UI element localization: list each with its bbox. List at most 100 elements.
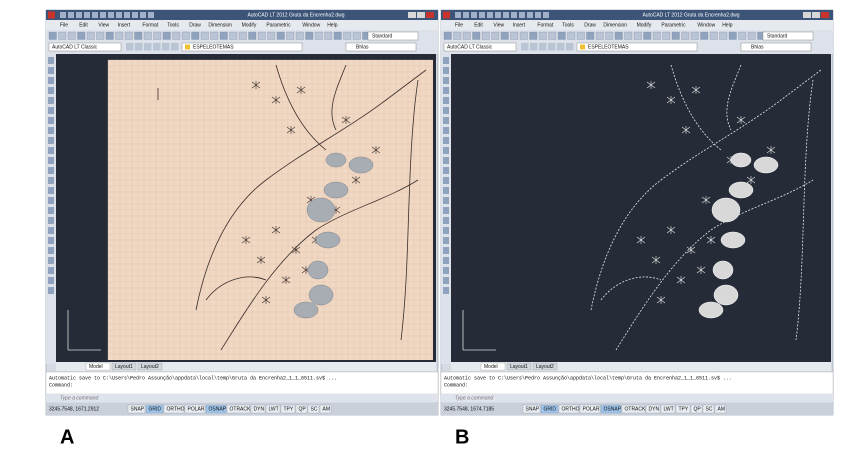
layer-button[interactable] xyxy=(530,43,538,51)
draw-tool[interactable] xyxy=(443,167,449,174)
toolbar-button[interactable] xyxy=(105,31,114,40)
draw-tool[interactable] xyxy=(443,147,449,154)
draw-tool[interactable] xyxy=(443,257,449,264)
toolbar-button[interactable] xyxy=(229,31,238,40)
status-toggle-label[interactable]: OSNAP xyxy=(604,406,622,412)
menu-item[interactable]: Dimension xyxy=(603,22,627,28)
quick-access-button[interactable] xyxy=(124,12,130,18)
status-toggle[interactable] xyxy=(265,404,281,414)
toolbar-button[interactable] xyxy=(191,31,200,40)
toolbar-button[interactable] xyxy=(567,31,576,40)
status-toggle-label[interactable]: DYN xyxy=(649,406,660,412)
status-toggle[interactable] xyxy=(540,404,559,414)
draw-tool[interactable] xyxy=(48,237,54,244)
toolbar-button[interactable] xyxy=(605,31,614,40)
status-toggle-label[interactable]: AM xyxy=(323,406,331,412)
menu-item[interactable]: View xyxy=(98,22,109,28)
toolbar-button[interactable] xyxy=(238,31,247,40)
draw-tool[interactable] xyxy=(443,107,449,114)
toolbar-button[interactable] xyxy=(633,31,642,40)
toolbar-button[interactable] xyxy=(267,31,276,40)
status-toggle[interactable] xyxy=(714,404,727,414)
toolbar-button[interactable] xyxy=(162,31,171,40)
toolbar-button[interactable] xyxy=(248,31,257,40)
draw-tool[interactable] xyxy=(48,257,54,264)
quick-access-button[interactable] xyxy=(527,12,533,18)
layout-tab-label[interactable]: Model xyxy=(89,364,103,370)
status-toggle-label[interactable]: SC xyxy=(706,406,713,412)
toolbar-button[interactable] xyxy=(510,31,519,40)
draw-tool[interactable] xyxy=(443,287,449,294)
toolbar-button[interactable] xyxy=(671,31,680,40)
menu-item[interactable]: Parametric xyxy=(266,22,291,28)
toolbar-button[interactable] xyxy=(443,31,452,40)
toolbar-button[interactable] xyxy=(295,31,304,40)
draw-tool[interactable] xyxy=(443,197,449,204)
quick-access-button[interactable] xyxy=(84,12,90,18)
draw-tool[interactable] xyxy=(48,127,54,134)
toolbar-button[interactable] xyxy=(643,31,652,40)
menu-item[interactable]: Insert xyxy=(513,22,526,28)
status-toggle-label[interactable]: QP xyxy=(299,406,307,412)
style-dropdown[interactable] xyxy=(762,31,814,41)
quick-access-button[interactable] xyxy=(535,12,541,18)
layer-button[interactable] xyxy=(144,43,152,51)
menu-item[interactable]: Tools xyxy=(562,22,574,28)
toolbar-button[interactable] xyxy=(86,31,95,40)
status-toggle-label[interactable]: ORTHO xyxy=(167,406,185,412)
quick-access-button[interactable] xyxy=(511,12,517,18)
layout-tab-label[interactable]: Layout2 xyxy=(536,364,554,370)
command-prompt[interactable]: Type a command xyxy=(455,395,493,401)
quick-access-button[interactable] xyxy=(455,12,461,18)
toolbar-button[interactable] xyxy=(491,31,500,40)
quick-access-button[interactable] xyxy=(479,12,485,18)
toolbar-button[interactable] xyxy=(333,31,342,40)
toolbar-button[interactable] xyxy=(210,31,219,40)
layer-button[interactable] xyxy=(171,43,179,51)
status-toggle-label[interactable]: QP xyxy=(694,406,702,412)
command-input[interactable] xyxy=(46,394,438,402)
layout-tab-label[interactable]: Model xyxy=(484,364,498,370)
toolbar-button[interactable] xyxy=(624,31,633,40)
layer-button[interactable] xyxy=(521,43,529,51)
draw-tool[interactable] xyxy=(443,267,449,274)
draw-tool[interactable] xyxy=(443,177,449,184)
status-toggle[interactable] xyxy=(621,404,646,414)
menu-item[interactable]: View xyxy=(493,22,504,28)
status-toggle-label[interactable]: OSNAP xyxy=(209,406,227,412)
toolbar-button[interactable] xyxy=(276,31,285,40)
draw-tool[interactable] xyxy=(48,187,54,194)
toolbar-button[interactable] xyxy=(124,31,133,40)
draw-tool[interactable] xyxy=(48,157,54,164)
draw-tool[interactable] xyxy=(443,57,449,64)
toolbar-button[interactable] xyxy=(67,31,76,40)
draw-tool[interactable] xyxy=(48,277,54,284)
draw-tool[interactable] xyxy=(48,137,54,144)
draw-tool[interactable] xyxy=(48,57,54,64)
status-toggle-label[interactable]: LWT xyxy=(269,406,279,412)
toolbar-button[interactable] xyxy=(143,31,152,40)
status-toggle[interactable] xyxy=(645,404,661,414)
menu-item[interactable]: Modify xyxy=(242,22,257,28)
toolbar-button[interactable] xyxy=(481,31,490,40)
toolbar-button[interactable] xyxy=(257,31,266,40)
menu-item[interactable]: Parametric xyxy=(661,22,686,28)
toolbar-button[interactable] xyxy=(538,31,547,40)
status-toggle[interactable] xyxy=(280,404,296,414)
status-toggle-label[interactable]: POLAR xyxy=(188,406,205,412)
menu-item[interactable]: Help xyxy=(722,22,733,28)
toolbar-button[interactable] xyxy=(48,31,57,40)
menu-item[interactable]: Format xyxy=(142,22,158,28)
toolbar-button[interactable] xyxy=(305,31,314,40)
quick-access-button[interactable] xyxy=(503,12,509,18)
draw-tool[interactable] xyxy=(443,207,449,214)
status-toggle[interactable] xyxy=(690,404,703,414)
menu-item[interactable]: File xyxy=(455,22,463,28)
quick-access-button[interactable] xyxy=(76,12,82,18)
status-toggle[interactable] xyxy=(319,404,332,414)
toolbar-button[interactable] xyxy=(58,31,67,40)
status-toggle[interactable] xyxy=(600,404,622,414)
menu-item[interactable]: Window xyxy=(697,22,715,28)
status-toggle[interactable] xyxy=(163,404,185,414)
draw-tool[interactable] xyxy=(48,247,54,254)
